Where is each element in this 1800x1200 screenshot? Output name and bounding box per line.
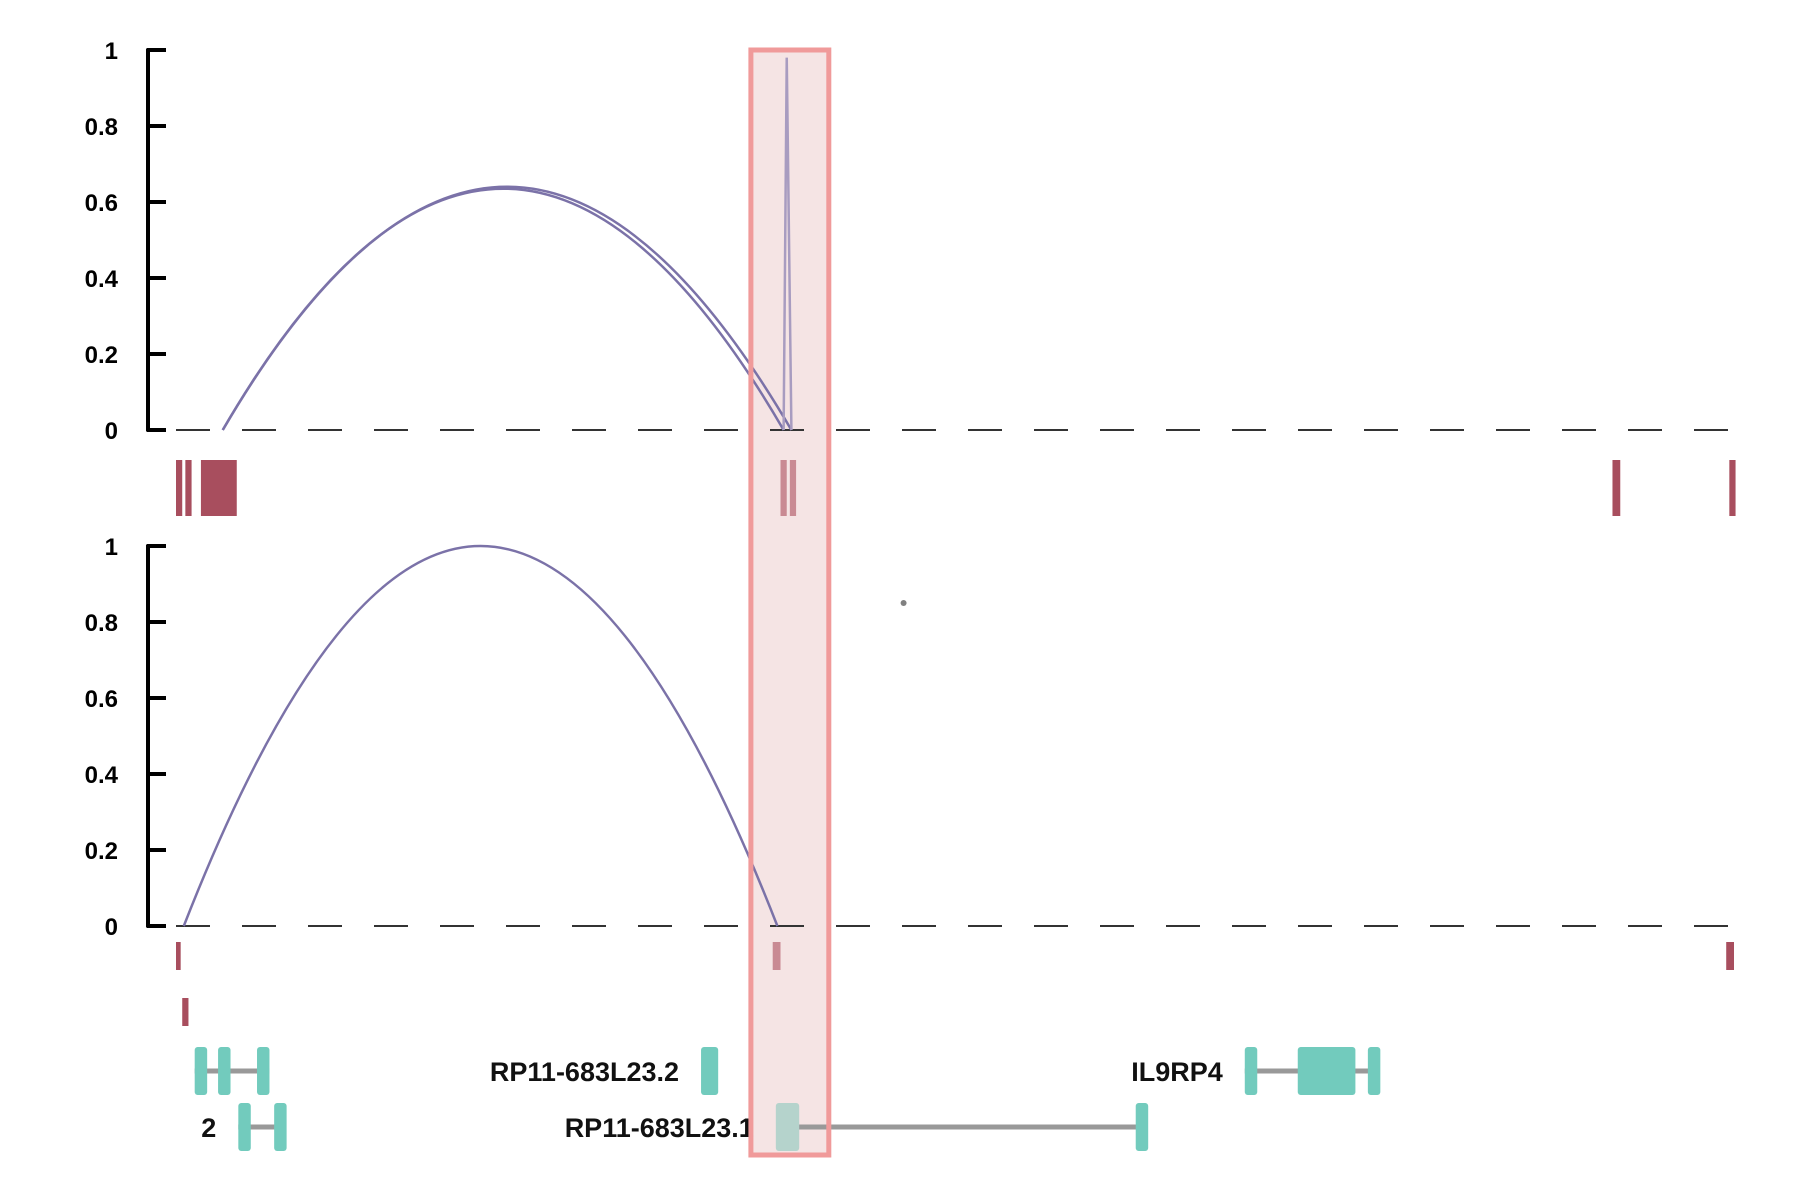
y-tick-label: 0.8 (85, 610, 118, 637)
stray-point (900, 600, 907, 606)
y-tick-label: 0.2 (85, 342, 118, 369)
gene-exon (194, 1047, 208, 1095)
gene-exon (1244, 1047, 1258, 1095)
gene-model: RP11-683L23.2 (490, 1047, 719, 1095)
exon-block (789, 460, 797, 516)
exon-block (772, 942, 781, 970)
gene-exon (1367, 1047, 1381, 1095)
exon-block (1729, 460, 1736, 516)
junction-arc-1 (221, 185, 793, 431)
gene-exon (257, 1047, 270, 1095)
gene-exon (1135, 1103, 1149, 1151)
y-tick-label: 1 (105, 534, 118, 561)
gene-label: IL9RP4 (1131, 1057, 1223, 1087)
y-tick-label: 0.6 (85, 190, 118, 217)
y-tick-label: 0.2 (85, 838, 118, 865)
gene-exon (274, 1103, 287, 1151)
coverage-panel-1: 0 0.2 0.4 0.6 0.8 1 (85, 38, 1738, 516)
junction-arc-1 (182, 544, 779, 927)
gene-exon (218, 1047, 231, 1095)
exon-block (176, 460, 183, 516)
gene-model: RP11-683L23.1 (565, 1103, 1149, 1151)
gene-label: 2 (201, 1113, 216, 1143)
exon-block (1612, 460, 1621, 516)
highlight-region-outline (748, 47, 832, 1158)
exon-block (780, 460, 787, 516)
exon-block (182, 998, 189, 1026)
y-tick-label: 0 (105, 418, 118, 445)
y-tick-label: 0.4 (85, 266, 119, 293)
gene-model (194, 1047, 270, 1095)
gene-model: IL9RP4 (1131, 1047, 1381, 1095)
exon-block (1726, 942, 1734, 970)
gene-exon (1297, 1047, 1356, 1095)
gene-exon (238, 1103, 251, 1151)
exon-block (185, 460, 192, 516)
coverage-panel-2: 0 0.2 0.4 0.6 0.8 1 (85, 534, 1738, 1026)
exon-block (200, 460, 237, 516)
gene-exon (701, 1047, 719, 1095)
exon-block (176, 942, 181, 970)
y-tick-label: 0.4 (85, 762, 119, 789)
y-tick-label: 1 (105, 38, 118, 65)
highlight-region-border (748, 47, 832, 1158)
gene-exon (775, 1103, 800, 1151)
y-tick-label: 0 (105, 914, 118, 941)
gene-label: RP11-683L23.2 (490, 1057, 679, 1087)
y-tick-label: 0.8 (85, 114, 118, 141)
junction-spike (782, 57, 793, 431)
junction-arc-2 (221, 187, 785, 431)
gene-annotation-track: RP11-683L23.2 IL9RP4 2 RP11-683L23.1 (194, 1047, 1381, 1151)
y-tick-label: 0.6 (85, 686, 118, 713)
gene-label: RP11-683L23.1 (565, 1113, 754, 1143)
gene-model: 2 (201, 1103, 287, 1151)
